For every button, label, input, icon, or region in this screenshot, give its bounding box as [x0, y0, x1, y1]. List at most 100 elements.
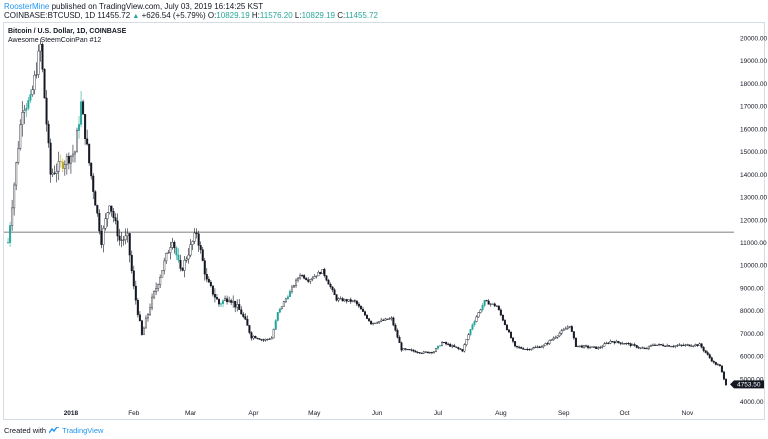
- candle-body: [595, 346, 598, 349]
- candle-body: [382, 319, 385, 321]
- candle-body: [392, 317, 395, 326]
- candle-body: [526, 348, 529, 350]
- candle-body: [662, 344, 665, 347]
- candle-body: [353, 300, 356, 302]
- candle-body: [335, 294, 338, 301]
- candle-body: [138, 314, 141, 321]
- candle-body: [607, 342, 610, 344]
- candle-body: [570, 326, 573, 332]
- candle-body: [19, 124, 22, 149]
- candle-body: [510, 332, 513, 339]
- candle-body: [491, 303, 494, 305]
- candle-body: [299, 275, 302, 279]
- candle-body: [35, 74, 38, 76]
- candle-body: [155, 287, 158, 292]
- candle-body: [215, 297, 218, 300]
- candle-body: [714, 362, 717, 365]
- candle-body: [226, 298, 229, 303]
- candle-body: [688, 344, 691, 347]
- candle-body: [351, 300, 354, 302]
- x-tick-label: Aug: [495, 410, 507, 417]
- candle-body: [13, 184, 16, 209]
- candle-body: [514, 341, 517, 347]
- candle-body: [128, 233, 131, 256]
- candle-body: [599, 347, 602, 349]
- candle-body: [222, 300, 225, 304]
- candle-body: [550, 339, 553, 341]
- candle-body: [473, 321, 476, 325]
- candle-body: [217, 299, 220, 305]
- candle-body: [199, 245, 202, 250]
- candle-body: [524, 348, 527, 350]
- candle-body: [80, 101, 83, 125]
- quote-line: COINBASE:BTCUSD, 1D 11455.72 ▲ +626.54 (…: [4, 11, 378, 20]
- author-link[interactable]: RoosterMine: [4, 2, 50, 11]
- candle-body: [591, 346, 594, 348]
- candle-body: [615, 341, 618, 344]
- candle-body: [386, 318, 389, 320]
- candle-body: [248, 325, 251, 333]
- candle-body: [593, 346, 596, 348]
- symbol-label: COINBASE:BTCUSD, 1D: [4, 11, 96, 20]
- candle-body: [621, 343, 624, 345]
- candle-body: [274, 320, 277, 330]
- candle-body: [483, 300, 486, 306]
- candle-body: [566, 326, 569, 329]
- candle-body: [696, 344, 699, 346]
- candle-body: [126, 233, 129, 237]
- y-tick-label: 11000.00: [740, 240, 767, 247]
- candle-body: [568, 326, 571, 328]
- candle-body: [78, 124, 81, 131]
- candle-body: [538, 346, 541, 348]
- candle-body: [329, 284, 332, 288]
- candle-body: [684, 344, 687, 346]
- candle-body: [266, 338, 269, 340]
- candle-body: [157, 284, 160, 289]
- candle-body: [692, 345, 695, 347]
- candle-body: [29, 94, 32, 101]
- candle-body: [664, 345, 667, 347]
- candle-body: [41, 44, 44, 70]
- chart-frame: [3, 22, 765, 420]
- tradingview-logo-icon: [49, 427, 60, 434]
- candle-body: [189, 244, 192, 256]
- candle-body: [151, 296, 154, 309]
- candle-body: [639, 347, 642, 349]
- candle-body: [564, 328, 567, 330]
- candle-body: [426, 351, 429, 354]
- candle-body: [404, 348, 407, 350]
- candle-body: [601, 346, 604, 348]
- candle-body: [465, 339, 468, 345]
- candle-body: [645, 348, 648, 350]
- candle-body: [416, 352, 419, 354]
- y-tick-label: 8000.00: [740, 308, 764, 315]
- candle-body: [674, 345, 677, 347]
- candle-body: [378, 321, 381, 323]
- candle-body: [49, 142, 52, 175]
- candle-body: [45, 97, 48, 125]
- candle-body: [228, 300, 231, 303]
- candle-body: [682, 344, 685, 346]
- candle-body: [643, 348, 646, 350]
- candle-body: [270, 337, 273, 340]
- candle-body: [307, 279, 310, 282]
- candle-body: [197, 233, 200, 246]
- candle-body: [388, 318, 391, 320]
- candle-body: [55, 171, 58, 174]
- candle-body: [451, 345, 454, 347]
- candle-body: [185, 258, 188, 261]
- candle-body: [414, 350, 417, 353]
- candle-body: [319, 272, 322, 274]
- candle-body: [130, 254, 133, 272]
- candle-body: [631, 344, 634, 346]
- candle-body: [132, 270, 135, 287]
- candle-body: [720, 365, 723, 373]
- candle-body: [372, 322, 375, 325]
- candle-body: [686, 344, 689, 346]
- candle-body: [501, 314, 504, 321]
- tradingview-link[interactable]: TradingView: [62, 426, 104, 435]
- candle-body: [236, 304, 239, 308]
- candle-body: [434, 348, 437, 353]
- candle-body: [562, 329, 565, 331]
